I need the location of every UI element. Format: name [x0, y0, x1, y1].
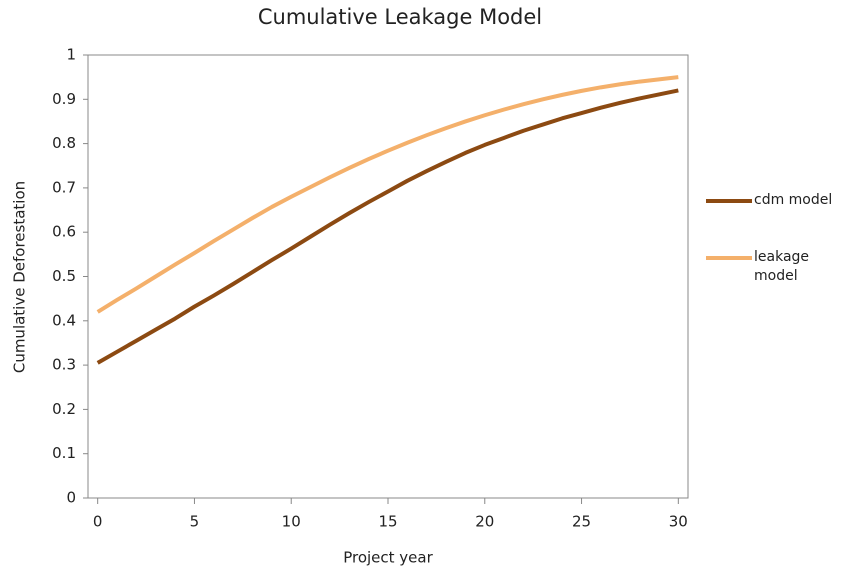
- y-tick-label: 0.1: [52, 444, 76, 462]
- y-tick-label: 0: [66, 489, 76, 507]
- x-tick-label: 15: [378, 513, 397, 531]
- y-tick-label: 0.5: [52, 267, 76, 285]
- y-tick-label: 0.7: [52, 178, 76, 196]
- legend-label: leakage model: [754, 249, 810, 284]
- x-axis-label: Project year: [343, 549, 433, 567]
- x-tick-label: 0: [93, 513, 103, 531]
- y-tick-label: 0.6: [52, 223, 76, 241]
- series-line: [96, 88, 679, 365]
- y-tick-label: 0.4: [52, 311, 76, 329]
- y-tick-label: 0.3: [52, 356, 76, 374]
- y-tick-label: 0.8: [52, 134, 76, 152]
- y-tick-label: 0.2: [52, 400, 76, 418]
- y-tick-label: 1: [66, 46, 76, 64]
- x-tick-label: 5: [190, 513, 200, 531]
- legend-label: cdm model: [754, 192, 833, 208]
- x-tick-label: 30: [669, 513, 688, 531]
- chart-title: Cumulative Leakage Model: [258, 5, 542, 29]
- plot-frame: [87, 54, 689, 499]
- x-tick-label: 25: [572, 513, 591, 531]
- x-tick-label: 20: [475, 513, 494, 531]
- x-tick-label: 10: [282, 513, 301, 531]
- series-line: [96, 75, 679, 314]
- y-axis-label: Cumulative Deforestation: [11, 181, 29, 373]
- y-tick-label: 0.9: [52, 90, 76, 108]
